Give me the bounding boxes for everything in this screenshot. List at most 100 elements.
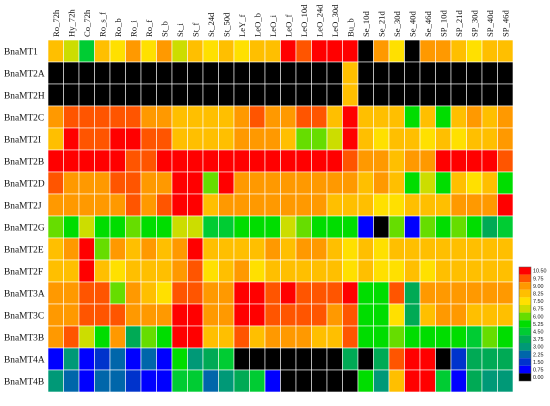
heatmap-cell xyxy=(388,83,405,107)
heatmap-cell xyxy=(202,369,219,393)
heatmap-cell xyxy=(47,105,64,129)
heatmap-cell xyxy=(47,281,64,305)
heatmap-cell xyxy=(233,105,250,129)
legend-tick-label: 1.50 xyxy=(533,360,544,366)
heatmap-cell xyxy=(264,193,281,217)
heatmap-cell xyxy=(404,369,421,393)
heatmap-cell xyxy=(109,303,126,327)
legend-tick-label: 10.50 xyxy=(533,269,547,275)
heatmap-cell xyxy=(295,303,312,327)
legend-tick-label: 3.00 xyxy=(533,345,544,351)
heatmap-cell xyxy=(373,149,390,173)
heatmap-cell xyxy=(233,281,250,305)
legend-swatch xyxy=(519,320,531,328)
heatmap-cell xyxy=(171,237,188,261)
heatmap-cell xyxy=(63,281,80,305)
heatmap-cell xyxy=(481,39,498,63)
heatmap-cell xyxy=(388,237,405,261)
heatmap-cell xyxy=(311,237,328,261)
heatmap-cell xyxy=(404,39,421,63)
heatmap-cell xyxy=(47,193,64,217)
heatmap-cell xyxy=(156,61,173,85)
heatmap-cell xyxy=(481,193,498,217)
heatmap-cell xyxy=(450,259,467,283)
heatmap-cell xyxy=(249,149,266,173)
heatmap-cell xyxy=(466,39,483,63)
heatmap-cell xyxy=(295,325,312,349)
heatmap-cell xyxy=(311,347,328,371)
heatmap-cell xyxy=(264,237,281,261)
heatmap-cell xyxy=(311,215,328,239)
heatmap-cell xyxy=(171,259,188,283)
heatmap-cell xyxy=(295,83,312,107)
heatmap-cell xyxy=(497,215,514,239)
heatmap-cell xyxy=(218,39,235,63)
heatmap-cell xyxy=(326,127,343,151)
heatmap-cell xyxy=(311,39,328,63)
heatmap-cell xyxy=(357,83,374,107)
heatmap-cell xyxy=(435,259,452,283)
column-label: St_i xyxy=(175,23,185,37)
heatmap-cell xyxy=(419,237,436,261)
heatmap-cell xyxy=(497,369,514,393)
heatmap-cell xyxy=(187,369,204,393)
heatmap-cell xyxy=(63,149,80,173)
heatmap-cell xyxy=(342,171,359,195)
heatmap-cell xyxy=(47,237,64,261)
heatmap-cell xyxy=(140,149,157,173)
heatmap-cell xyxy=(404,259,421,283)
heatmap-cell xyxy=(125,127,142,151)
heatmap-cell xyxy=(233,347,250,371)
heatmap-cell xyxy=(342,61,359,85)
row-label: BnaMT4B xyxy=(4,377,44,387)
heatmap-cell xyxy=(94,193,111,217)
heatmap-cell xyxy=(109,39,126,63)
heatmap-cell xyxy=(497,325,514,349)
heatmap-cell xyxy=(357,193,374,217)
heatmap-cell xyxy=(140,237,157,261)
heatmap-cell xyxy=(326,39,343,63)
heatmap-cell xyxy=(140,259,157,283)
heatmap-cell xyxy=(481,215,498,239)
heatmap-cell xyxy=(357,325,374,349)
heatmap-cell xyxy=(311,325,328,349)
heatmap-cell xyxy=(481,281,498,305)
heatmap-cell xyxy=(497,61,514,85)
heatmap-cell xyxy=(47,83,64,107)
heatmap-cell xyxy=(218,281,235,305)
heatmap-cell xyxy=(497,149,514,173)
heatmap-cell xyxy=(497,193,514,217)
heatmap-cell xyxy=(171,347,188,371)
heatmap-cell xyxy=(125,171,142,195)
heatmap-cell xyxy=(156,193,173,217)
heatmap-cell xyxy=(63,83,80,107)
heatmap-cell xyxy=(171,39,188,63)
row-label: BnaMT2C xyxy=(4,113,44,123)
heatmap-cell xyxy=(326,61,343,85)
heatmap-cell xyxy=(63,259,80,283)
heatmap-cell xyxy=(326,369,343,393)
heatmap-cell xyxy=(63,369,80,393)
heatmap-cell xyxy=(109,215,126,239)
column-label: Ro_i xyxy=(128,20,138,37)
column-label: Ro_s_f xyxy=(97,12,107,37)
heatmap-cell xyxy=(466,61,483,85)
heatmap-cell xyxy=(373,259,390,283)
column-label: SP_46d xyxy=(500,10,510,37)
heatmap-cell xyxy=(187,259,204,283)
heatmap-cell xyxy=(311,303,328,327)
legend-frame xyxy=(518,266,532,382)
column-label: Ro_72h xyxy=(51,9,61,37)
heatmap-cell xyxy=(125,259,142,283)
heatmap-cell xyxy=(202,105,219,129)
heatmap-cell xyxy=(94,325,111,349)
heatmap-cell xyxy=(140,215,157,239)
heatmap-cell xyxy=(466,171,483,195)
heatmap-cell xyxy=(311,61,328,85)
heatmap-cell xyxy=(249,127,266,151)
heatmap-cell xyxy=(171,369,188,393)
heatmap-cell xyxy=(481,303,498,327)
heatmap-cell xyxy=(140,39,157,63)
heatmap-cell xyxy=(94,237,111,261)
